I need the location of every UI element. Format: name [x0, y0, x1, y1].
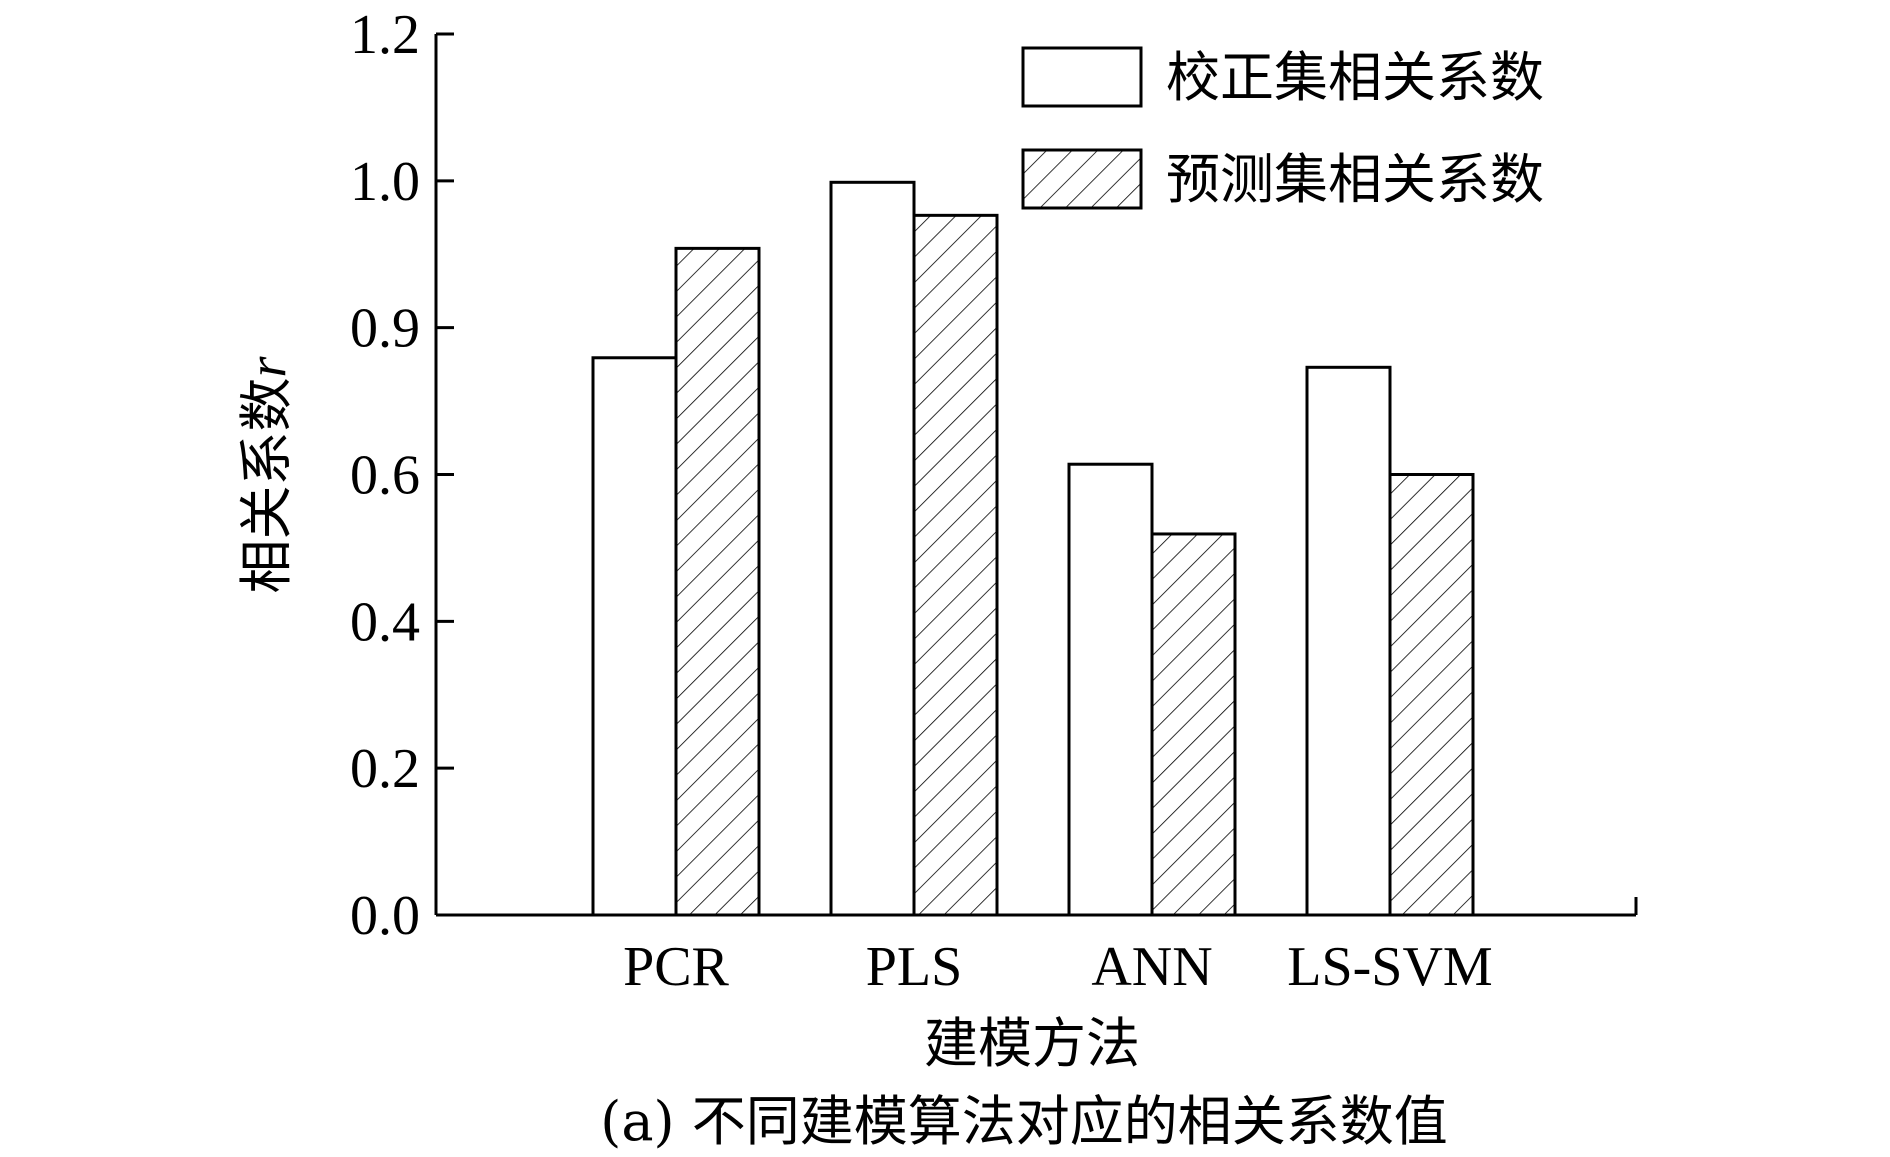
x-tick-label: LS-SVM	[1287, 936, 1492, 998]
legend-label-prediction: 预测集相关系数	[1166, 148, 1544, 211]
bar-ls-svm-prediction	[1388, 473, 1475, 917]
x-tick-label: ANN	[1091, 936, 1212, 998]
y-tick-label: 0.6	[350, 445, 420, 507]
y-axis-title-variable: r	[237, 356, 297, 378]
y-axis-title-text: 相关系数	[235, 378, 298, 594]
bar-ann-calibration	[1067, 462, 1154, 917]
y-tick-label: 0.2	[350, 738, 420, 800]
x-tick-label: PCR	[623, 936, 729, 998]
x-axis-title: 建模方法	[924, 1012, 1140, 1075]
bar-pcr-calibration	[591, 356, 678, 917]
bar-pcr-prediction	[674, 246, 761, 917]
y-tick-label: 0.0	[350, 885, 420, 947]
legend-label-calibration: 校正集相关系数	[1166, 46, 1544, 109]
bar-pls-calibration	[829, 180, 916, 917]
legend: 校正集相关系数 预测集相关系数	[1021, 46, 1544, 211]
y-axis-title: 相关系数r	[235, 356, 298, 594]
legend-swatch-calibration	[1021, 46, 1143, 108]
figure-caption: (a) 不同建模算法对应的相关系数值	[600, 1090, 1448, 1153]
y-tick-label: 1.2	[350, 4, 420, 66]
y-tick-label: 1.0	[350, 151, 420, 213]
bar-pls-prediction	[912, 213, 999, 917]
x-ticks-group: PCR PLS ANN LS-SVM	[623, 897, 1638, 998]
y-tick-label: 0.9	[350, 298, 420, 360]
y-ticks-group: 0.0 0.2 0.4 0.6 0.9 1.0 1.2	[350, 4, 454, 947]
x-tick-label: PLS	[866, 936, 963, 998]
bars-group	[591, 180, 1475, 917]
legend-swatch-prediction	[1021, 148, 1143, 210]
bar-ls-svm-calibration	[1305, 365, 1392, 917]
y-tick-label: 0.4	[350, 591, 420, 653]
bar-ann-prediction	[1150, 532, 1237, 917]
